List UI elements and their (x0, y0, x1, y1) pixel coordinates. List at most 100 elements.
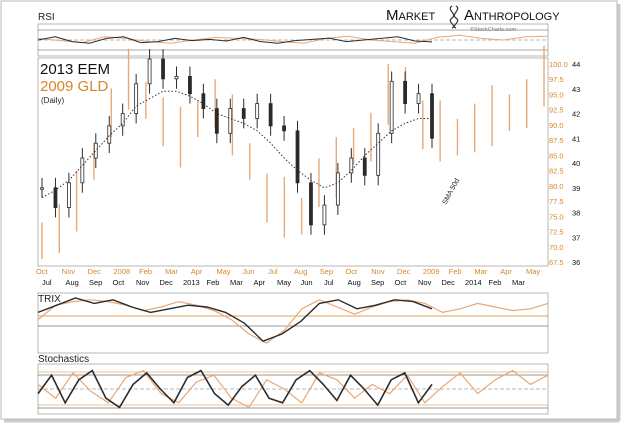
left-axis-tick: 75.0 (549, 212, 564, 221)
x-tick-gld: May (526, 267, 540, 276)
rsi-panel: RSI (37, 12, 549, 57)
eem-candle (309, 182, 313, 226)
chart-border (0, 0, 618, 420)
eem-candle (430, 93, 434, 139)
eem-candle (93, 142, 98, 159)
x-tick-gld: Feb (449, 267, 462, 276)
x-tick-gld: Nov (62, 267, 76, 276)
x-tick-gld: May (217, 267, 231, 276)
x-tick-gld: Mar (474, 267, 487, 276)
eem-candle (214, 108, 219, 134)
left-axis-tick: 80.0 (549, 182, 564, 191)
left-axis-tick: 85.0 (549, 151, 564, 160)
left-axis-tick: 77.5 (549, 197, 564, 206)
left-axis-tick: 67.5 (549, 258, 564, 267)
brand-logo: Market Anthropology ©StockCharts.com (386, 5, 560, 33)
rsi-gld-line (37, 34, 549, 44)
right-axis-tick: 38 (572, 209, 580, 218)
trix-panel: TRIX (37, 292, 549, 354)
eem-candle (282, 125, 286, 132)
chart-subtitle: 2009 GLD (40, 78, 109, 95)
chart-title: 2013 EEM (40, 61, 110, 78)
x-tick-eem: Jun (301, 278, 313, 287)
x-tick-eem: Sep (371, 278, 384, 287)
right-axis-tick: 40 (572, 159, 580, 168)
right-axis-tick: 36 (572, 258, 580, 267)
x-tick-eem: Mar (230, 278, 243, 287)
x-tick-eem: Dec (442, 278, 456, 287)
eem-candle (403, 80, 408, 104)
left-axis-tick: 87.5 (549, 136, 564, 145)
x-tick-gld: Jul (268, 267, 278, 276)
x-tick-eem: Jul (42, 278, 52, 287)
x-tick-gld: 2008 (113, 267, 130, 276)
x-tick-eem: Oct (395, 278, 408, 287)
eem-candle (188, 75, 192, 95)
brand-word-anthropology: Anthropology (464, 7, 560, 24)
x-tick-eem: Feb (489, 278, 502, 287)
left-axis-tick: 100.0 (549, 60, 568, 69)
left-axis-tick: 92.5 (549, 106, 564, 115)
x-tick-gld: Dec (397, 267, 411, 276)
x-tick-eem: 2013 (183, 278, 200, 287)
eem-candle (107, 125, 112, 144)
left-axis-tick: 70.0 (549, 243, 564, 252)
dna-helix-icon (449, 5, 459, 29)
eem-candle (40, 187, 44, 190)
right-axis-tick: 44 (572, 60, 580, 69)
eem-candle (147, 58, 152, 85)
x-tick-eem: Nov (418, 278, 432, 287)
left-axis-tick: 97.5 (549, 75, 564, 84)
right-axis-tick: 37 (572, 233, 580, 242)
trix-label: TRIX (38, 294, 61, 305)
brand-word-market: Market (386, 7, 435, 24)
x-tick-eem: Jul (324, 278, 334, 287)
x-tick-gld: 2009 (423, 267, 440, 276)
left-axis-tick: 90.0 (549, 121, 564, 130)
credit-text: ©StockCharts.com (470, 26, 516, 33)
x-tick-gld: Jun (242, 267, 254, 276)
eem-candle (362, 157, 367, 176)
eem-candle (201, 93, 206, 109)
x-tick-gld: Feb (139, 267, 152, 276)
eem-candle (389, 80, 394, 134)
price-panel: 2013 EEM 2009 GLD (Daily) SMA 50d 100.09… (36, 45, 580, 287)
eem-candle (66, 182, 71, 208)
trix-frame (37, 292, 549, 354)
right-axis-tick: 41 (572, 134, 580, 143)
eem-candle (376, 132, 381, 176)
stoch-eem-line (37, 369, 433, 409)
rsi-label: RSI (38, 12, 55, 23)
x-tick-eem: May (277, 278, 291, 287)
rsi-eem-line (37, 36, 433, 44)
eem-candle (322, 204, 327, 226)
right-axis-tick: 43 (572, 85, 580, 94)
x-tick-eem: Aug (348, 278, 361, 287)
x-tick-gld: Mar (165, 267, 178, 276)
x-tick-eem: Sep (89, 278, 102, 287)
eem-candle (416, 93, 421, 104)
x-tick-gld: Sep (320, 267, 333, 276)
x-tick-gld: Dec (88, 267, 102, 276)
x-tick-eem: 2014 (465, 278, 482, 287)
left-axis-tick: 82.5 (549, 167, 564, 176)
eem-candle (349, 157, 354, 174)
stoch-gld-line (37, 369, 549, 409)
x-tick-eem: Apr (254, 278, 266, 287)
eem-candle (241, 108, 246, 119)
eem-candle (228, 108, 233, 134)
eem-candle (134, 83, 139, 114)
eem-candle (295, 130, 300, 184)
price-frame (37, 57, 549, 267)
x-tick-gld: Apr (500, 267, 512, 276)
x-tick-eem: Aug (66, 278, 79, 287)
x-tick-gld: Nov (371, 267, 385, 276)
sma-50d-line (41, 90, 432, 199)
x-tick-eem: Nov (136, 278, 150, 287)
eem-candle (161, 58, 165, 80)
eem-candle (53, 187, 58, 208)
stochastics-label: Stochastics (38, 354, 89, 365)
eem-candle (120, 113, 125, 127)
eem-candle (335, 172, 340, 206)
